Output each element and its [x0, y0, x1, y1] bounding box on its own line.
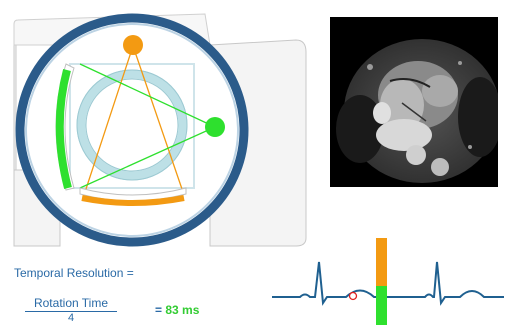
rotation-time-numerator: Rotation Time — [25, 296, 117, 312]
temporal-resolution-label: Temporal Resolution = — [14, 266, 134, 280]
gantry-inner-edge — [25, 23, 239, 237]
tube-orange-icon — [123, 35, 143, 55]
beam-orange — [84, 45, 184, 193]
ct-slice-drawing — [330, 17, 498, 187]
detector-green — [55, 63, 75, 191]
temporal-resolution-value: 83 ms — [165, 303, 200, 317]
tube-green-icon — [205, 117, 225, 137]
ct-scan-image — [330, 17, 498, 187]
equals-sign: = — [155, 303, 163, 317]
ecg-trace — [272, 261, 504, 306]
bore-ring — [76, 69, 188, 181]
detector-orange — [79, 187, 187, 206]
bore-ring-outline — [76, 69, 188, 181]
ecg-marker-icon — [348, 291, 358, 301]
bore-opening — [85, 78, 179, 172]
support-frame — [69, 63, 195, 189]
denominator-value: 4 — [67, 312, 75, 324]
window-orange-segment — [376, 238, 387, 286]
beam-green — [79, 63, 216, 189]
result-row: = 83 ms — [155, 303, 199, 317]
window-green-segment — [376, 286, 387, 325]
